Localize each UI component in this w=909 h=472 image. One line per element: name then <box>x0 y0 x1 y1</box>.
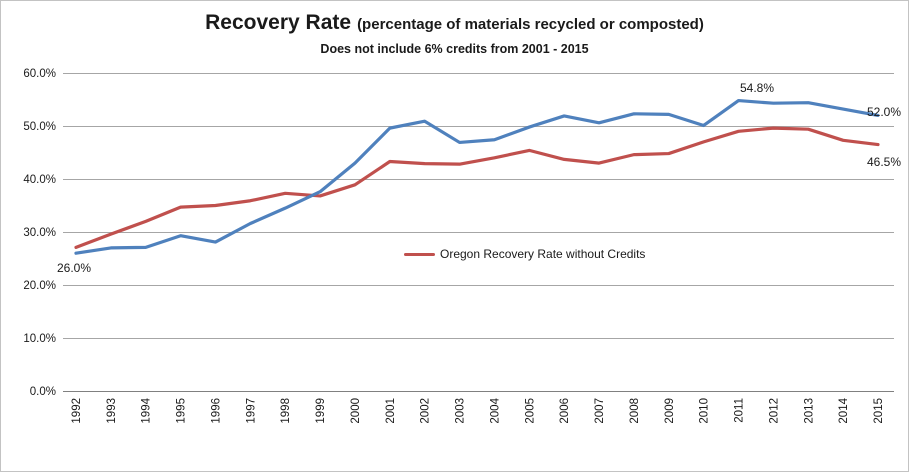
y-tick-label: 40.0% <box>23 174 56 186</box>
chart-title-qualifier: (percentage of materials recycled or com… <box>357 16 704 33</box>
series-line-recovery-rate <box>74 98 880 255</box>
x-tick-label: 2003 <box>455 398 467 424</box>
y-tick-label: 0.0% <box>30 386 56 398</box>
legend-red-line-swatch <box>404 252 435 256</box>
x-tick-label: 1998 <box>280 398 292 424</box>
x-tick-label: 1995 <box>176 398 188 424</box>
chart-title: Recovery Rate (percentage of materials re… <box>1 11 908 35</box>
x-tick-label: 2002 <box>420 398 432 424</box>
x-tick-label: 2015 <box>873 398 885 424</box>
y-tick-label: 20.0% <box>23 280 56 292</box>
x-tick-label: 2013 <box>803 398 815 424</box>
x-tick-label: 2010 <box>699 398 711 424</box>
y-tick-label: 50.0% <box>23 121 56 133</box>
x-tick-label: 2000 <box>350 398 362 424</box>
x-tick-label: 2009 <box>664 398 676 424</box>
data-label-blue-2015: 52.0% <box>867 105 902 119</box>
series-line-oregon-recovery-rate-without-credits <box>74 126 880 249</box>
x-tick-label: 1994 <box>141 397 153 423</box>
x-tick-label: 1993 <box>106 398 118 424</box>
x-tick-label: 2006 <box>559 398 571 424</box>
y-tick-label: 60.0% <box>23 68 56 80</box>
data-label-red-2015: 46.5% <box>867 155 902 169</box>
x-tick-label: 2012 <box>768 398 780 424</box>
x-tick-label: 2005 <box>524 398 536 424</box>
x-tick-label: 2011 <box>734 398 746 423</box>
legend: Oregon Recovery Rate without Credits <box>404 247 645 261</box>
x-tick-label: 1996 <box>210 398 222 424</box>
y-tick-label: 30.0% <box>23 227 56 239</box>
data-label-blue-2011: 54.8% <box>740 81 775 95</box>
x-tick-label: 1992 <box>71 398 83 424</box>
x-tick-label: 1999 <box>315 398 327 424</box>
x-tick-label: 1997 <box>245 398 257 424</box>
legend-series-label: Oregon Recovery Rate without Credits <box>440 247 646 261</box>
chart-title-main: Recovery Rate <box>205 11 352 34</box>
x-tick-label: 2008 <box>629 398 641 424</box>
data-label-blue-1992: 26.0% <box>57 261 92 275</box>
x-tick-label: 2014 <box>838 397 850 423</box>
x-tick-label: 2001 <box>385 398 397 424</box>
x-tick-label: 2004 <box>489 397 501 423</box>
chart-subtitle: Does not include 6% credits from 2001 - … <box>320 42 589 56</box>
y-tick-label: 10.0% <box>23 333 56 345</box>
x-tick-label: 2007 <box>594 398 606 424</box>
